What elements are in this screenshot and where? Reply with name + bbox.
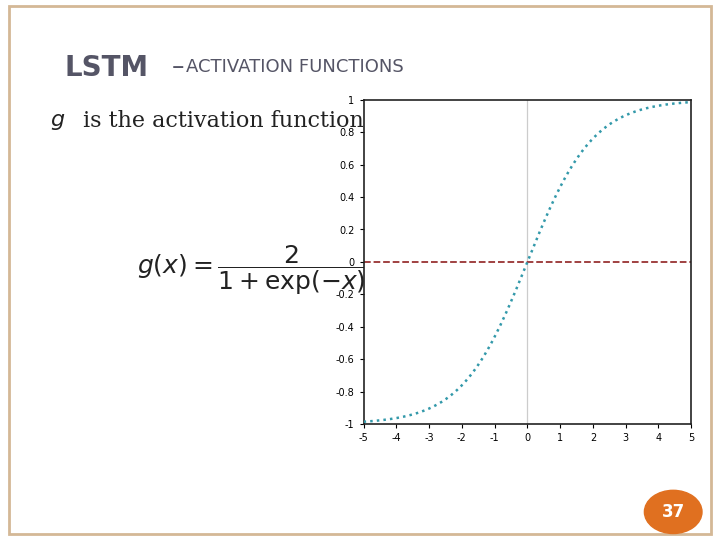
Text: is the activation function of the input:: is the activation function of the input: [76,111,509,132]
FancyBboxPatch shape [9,6,711,534]
Text: 37: 37 [662,503,685,521]
Text: ACTIVATION FUNCTIONS: ACTIVATION FUNCTIONS [186,58,403,76]
Text: –: – [164,56,193,79]
Text: $g(x) = \dfrac{2}{1 + \exp(-x)} - 1$: $g(x) = \dfrac{2}{1 + \exp(-x)} - 1$ [137,243,415,297]
Text: $g$: $g$ [50,111,66,132]
Circle shape [644,490,702,534]
Text: LSTM: LSTM [65,53,149,82]
